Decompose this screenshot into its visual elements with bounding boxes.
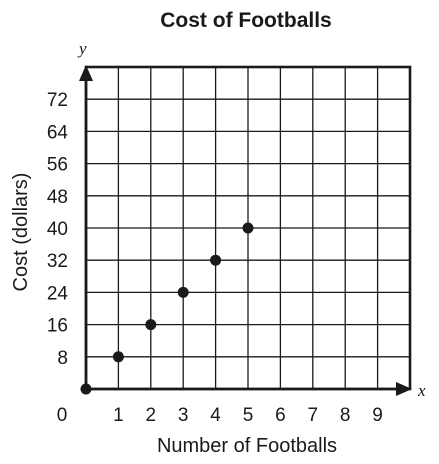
data-point [145,319,157,331]
chart-title: Cost of Footballs [160,9,332,32]
y-tick-label: 56 [47,155,68,176]
data-points [80,222,254,395]
x-tick-label: 8 [340,405,351,426]
y-tick-label: 64 [47,122,69,143]
x-tick-label: 3 [178,405,189,426]
y-tick-label: 16 [47,316,68,337]
data-point [112,351,124,363]
y-tick-label: 72 [47,90,68,111]
y-axis-arrow [79,65,93,81]
y-tick-label: 32 [47,251,68,272]
y-tick-label: 40 [47,219,68,240]
x-tick-label: 5 [243,405,254,426]
x-axis-letter: x [417,381,426,400]
y-tick-label: 24 [47,283,69,304]
x-axis-arrow [396,382,412,396]
x-tick-label: 1 [113,405,124,426]
data-point [177,286,189,298]
y-tick-labels: 8 16 24 32 40 48 56 64 72 [47,90,69,369]
data-point [80,383,92,395]
x-tick-label: 6 [275,405,286,426]
x-tick-label: 7 [308,405,319,426]
x-tick-label: 2 [146,405,157,426]
y-tick-label: 8 [57,348,68,369]
x-axis-label: Number of Footballs [157,435,337,457]
y-axis-label: Cost (dollars) [10,173,32,292]
origin-label: 0 [57,405,68,426]
x-tick-label: 4 [210,405,221,426]
x-tick-label: 9 [372,405,383,426]
data-point [210,254,222,266]
data-point [242,222,254,234]
y-axis-letter: y [77,39,87,58]
y-tick-label: 48 [47,187,68,208]
